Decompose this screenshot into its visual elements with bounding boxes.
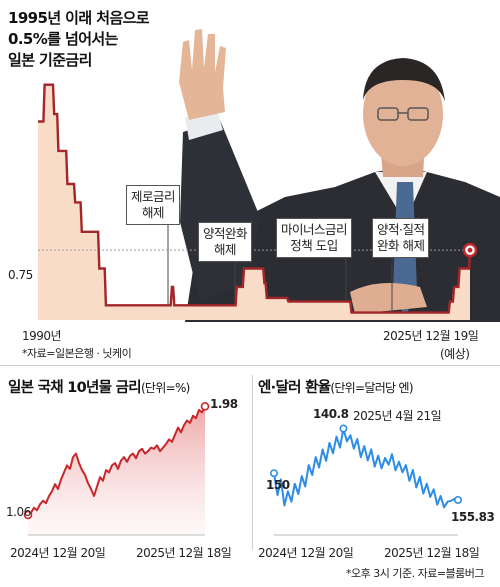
jgb-line — [27, 405, 206, 516]
footnote: *오후 3시 기준. 자료=블룸버그 — [346, 567, 485, 580]
jgb-x-start: 2024년 12월 20일 — [10, 546, 106, 560]
fx-x-end: 2025년 12월 18일 — [384, 546, 480, 560]
jgb-x-end: 2025년 12월 18일 — [136, 546, 232, 560]
policy-rate-chart — [38, 83, 478, 320]
fx-x-start: 2024년 12월 20일 — [258, 546, 354, 560]
fx-end-point — [454, 495, 463, 504]
jgb-end-value: 1.98 — [210, 397, 238, 411]
jgb-unit: (단위=%) — [140, 381, 190, 395]
column-divider — [252, 375, 253, 550]
title-line-2: 0.5%를 넘어서는 — [8, 30, 118, 48]
fx-unit: (단위=달러당 엔) — [330, 381, 413, 395]
ref-label-075: 0.75 — [8, 268, 33, 282]
jgb-start-point — [23, 510, 33, 520]
annotation-qqe-exit: 양적·질적 완화 해제 — [372, 218, 430, 258]
policy-line — [38, 83, 472, 314]
x-end-label: 2025년 12월 19일 — [383, 329, 479, 343]
fx-start-value: 150 — [266, 478, 290, 492]
fx-end-value: 155.83 — [451, 510, 495, 524]
fx-peak-point — [339, 424, 348, 433]
fx-line — [273, 427, 459, 509]
fx-start-point — [269, 469, 278, 478]
jgb-start-value: 1.06 — [6, 505, 31, 519]
fx-peak-date: 2025년 4월 21일 — [353, 409, 442, 423]
fx-title: 엔·달러 환율(단위=달러당 엔) — [258, 380, 414, 396]
jgb-end-point — [200, 402, 210, 411]
x-end-note: (예상) — [440, 347, 470, 361]
policy-area — [38, 84, 470, 320]
fx-chart — [269, 424, 463, 536]
jgb-area — [28, 406, 205, 535]
title-line-3: 일본 기준금리 — [8, 51, 92, 69]
annotation-qe-exit: 양적완화 해제 — [198, 222, 253, 262]
annotation-negative-rate: 마이너스금리 정책 도입 — [276, 218, 353, 258]
policy-source: *자료=일본은행 · 닛케이 — [22, 347, 132, 360]
main-title: 1995년 이래 처음으로 0.5%를 넘어서는 일본 기준금리 — [8, 8, 178, 71]
fx-peak-value: 140.8 — [313, 407, 349, 421]
jgb-chart — [23, 402, 210, 536]
x-start-label: 1990년 — [22, 329, 62, 343]
annotation-zero-rate: 제로금리 해제 — [126, 185, 181, 225]
jgb-title: 일본 국채 10년물 금리(단위=%) — [8, 380, 190, 396]
policy-end-dot — [467, 247, 473, 253]
section-divider — [0, 365, 500, 366]
title-line-1: 1995년 이래 처음으로 — [8, 9, 150, 27]
